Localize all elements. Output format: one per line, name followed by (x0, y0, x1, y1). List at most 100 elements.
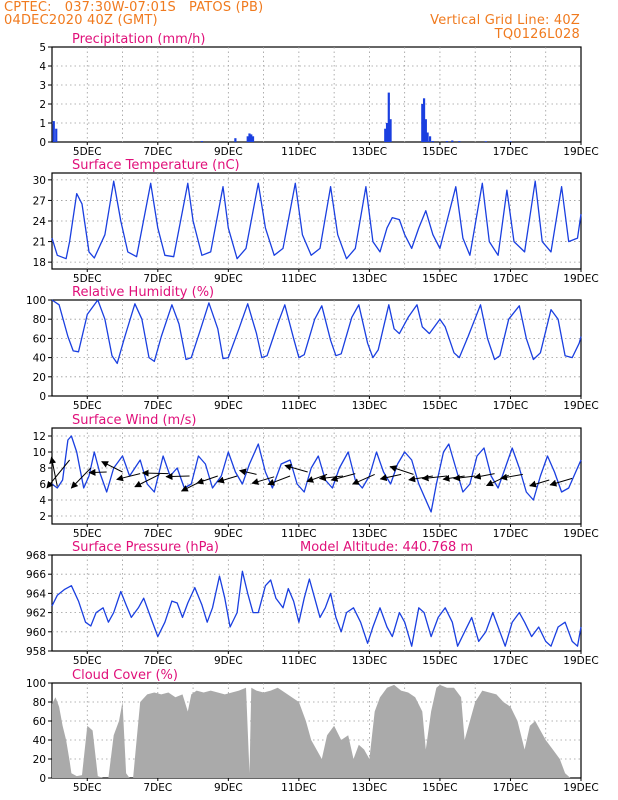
y-tick-label: 968 (26, 550, 46, 562)
x-tick-label: 7DEC (143, 400, 172, 412)
y-tick-label: 20 (33, 372, 46, 384)
x-tick-label: 17DEC (493, 528, 528, 540)
x-tick-label: 13DEC (352, 273, 387, 285)
x-tick-label: 11DEC (281, 273, 316, 285)
x-tick-label: 5DEC (73, 146, 102, 158)
wind-vector (238, 468, 257, 476)
y-tick-label: 0 (39, 137, 46, 149)
wind-vector (251, 476, 275, 485)
x-tick-label: 11DEC (281, 400, 316, 412)
header-model-id: TQ0126L028 (494, 27, 580, 42)
wind-vector (500, 473, 523, 481)
x-tick-label: 7DEC (143, 528, 172, 540)
y-tick-label: 18 (33, 257, 46, 269)
x-tick-label: 17DEC (493, 400, 528, 412)
y-tick-label: 60 (33, 333, 46, 345)
panel-title: Surface Wind (m/s) (72, 413, 196, 428)
wind-vector (196, 475, 218, 485)
wind-vector (101, 461, 123, 473)
x-tick-label: 13DEC (352, 146, 387, 158)
y-tick-label: 30 (33, 175, 46, 187)
precip-bar (387, 92, 390, 142)
x-tick-label: 17DEC (493, 655, 528, 667)
y-tick-label: 40 (33, 353, 46, 365)
plot-frame (51, 427, 582, 525)
x-tick-label: 9DEC (214, 273, 243, 285)
wind-vector (70, 467, 92, 489)
y-tick-label: 4 (39, 61, 46, 73)
y-tick-label: 40 (33, 735, 46, 747)
y-tick-label: 4 (39, 495, 46, 507)
wind-vector (141, 469, 169, 477)
x-tick-label: 19DEC (563, 528, 598, 540)
y-tick-label: 20 (33, 754, 46, 766)
precip-bar (428, 136, 432, 142)
y-tick-label: 24 (33, 216, 47, 228)
panel-4: 958 960 962 964 966 968 5DEC 7DEC 9DEC 11DEC 13DEC… (26, 540, 599, 667)
panel-title: Surface Pressure (hPa) (72, 540, 219, 555)
y-tick-label: 60 (33, 716, 46, 728)
x-tick-label: 15DEC (422, 273, 457, 285)
y-tick-label: 960 (26, 627, 46, 639)
panel-3: 2 4 6 8 10 12 5DEC 7DEC 9DEC 11DEC 13DEC 15DEC 17DEC… (33, 413, 599, 540)
panel-5: 0 20 40 60 80 100 5DEC 7DEC 9DEC 11DEC 13DEC 15DEC 1… (26, 668, 599, 794)
panel-title: Precipitation (mm/h) (72, 32, 205, 47)
precip-bar (52, 121, 55, 142)
y-tick-label: 0 (39, 391, 46, 403)
x-tick-label: 19DEC (563, 400, 598, 412)
precip-bar (200, 141, 203, 142)
precip-bar (389, 119, 392, 142)
wind-vector (116, 473, 141, 482)
precip-bar (445, 141, 449, 142)
plot-frame (51, 46, 582, 143)
y-tick-label: 3 (39, 80, 46, 92)
precip-bar (384, 128, 387, 142)
precip-bar (484, 141, 487, 142)
y-tick-label: 962 (26, 608, 46, 620)
y-tick-label: 964 (26, 588, 46, 600)
x-tick-label: 19DEC (563, 655, 598, 667)
wind-vector (284, 463, 308, 473)
series-line (51, 180, 582, 260)
wind-vector (351, 473, 375, 485)
header-grid-line: Vertical Grid Line: 40Z (430, 13, 580, 28)
wind-vector (88, 468, 107, 476)
precip-bar (424, 119, 427, 142)
x-tick-label: 5DEC (73, 655, 102, 667)
precip-bar (509, 141, 512, 142)
x-tick-label: 15DEC (422, 400, 457, 412)
wind-vector (529, 479, 550, 488)
wind-vector (379, 473, 402, 482)
wind-vector (216, 475, 238, 484)
wind-vector (46, 459, 71, 489)
panel-title: Cloud Cover (%) (72, 668, 178, 683)
x-tick-label: 13DEC (352, 400, 387, 412)
precip-bar (426, 132, 429, 142)
precip-bar (251, 136, 255, 142)
y-tick-label: 0 (39, 773, 46, 785)
y-tick-label: 966 (26, 569, 46, 581)
precip-bar (234, 138, 237, 142)
x-tick-label: 13DEC (352, 782, 387, 794)
precip-bar (246, 136, 249, 142)
wind-vector (267, 475, 291, 486)
plot-frame (51, 172, 582, 270)
y-tick-label: 80 (33, 314, 46, 326)
x-tick-label: 9DEC (214, 400, 243, 412)
y-tick-label: 5 (39, 42, 46, 54)
precip-bar (248, 133, 251, 142)
y-tick-label: 100 (26, 295, 46, 307)
x-tick-label: 19DEC (563, 273, 598, 285)
wind-vector (49, 456, 58, 487)
x-tick-label: 17DEC (493, 782, 528, 794)
x-tick-label: 5DEC (73, 528, 102, 540)
series-line (51, 299, 582, 365)
wind-vector (165, 472, 190, 480)
cloud-cover-area (52, 684, 581, 778)
panel-2: 0 20 40 60 80 100 5DEC 7DEC 9DEC 11DEC 13DEC 15DEC 1… (26, 285, 599, 412)
precip-bar (421, 104, 424, 142)
y-tick-label: 8 (39, 463, 46, 475)
x-tick-label: 17DEC (493, 273, 528, 285)
y-tick-label: 2 (39, 511, 46, 523)
